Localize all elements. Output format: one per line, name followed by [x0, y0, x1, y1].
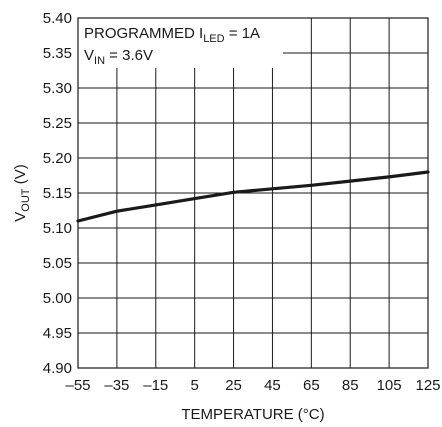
y-tick-labels: 4.90 4.95 5.00 5.05 5.10 5.15 5.20 5.25 5.30 5.35… [43, 10, 72, 377]
plot-frame [77, 17, 429, 369]
x-tick-label: 65 [303, 377, 320, 394]
y-tick-label: 4.90 [43, 360, 72, 377]
x-tick-label: 125 [415, 377, 440, 394]
grid [78, 18, 428, 368]
x-tick-label: 85 [342, 377, 359, 394]
y-tick-label: 5.20 [43, 150, 72, 167]
x-tick-label: 25 [225, 377, 242, 394]
y-tick-label: 4.95 [43, 325, 72, 342]
y-tick-label: 5.00 [43, 290, 72, 307]
y-tick-label: 5.40 [43, 10, 72, 27]
x-tick-labels: –55 –35 –15 5 25 45 65 85 105 125 [65, 377, 440, 394]
y-tick-label: 5.10 [43, 220, 72, 237]
annotation-line-1: PROGRAMMED ILED = 1A [84, 25, 260, 45]
y-tick-label: 5.35 [43, 45, 72, 62]
x-tick-label: 5 [190, 377, 198, 394]
x-tick-label: –15 [143, 377, 168, 394]
x-tick-label: 45 [264, 377, 281, 394]
y-tick-label: 5.25 [43, 115, 72, 132]
x-tick-label: –35 [104, 377, 129, 394]
x-tick-label: –55 [65, 377, 90, 394]
x-tick-label: 105 [377, 377, 402, 394]
y-tick-label: 5.05 [43, 255, 72, 272]
annotation-background [78, 14, 283, 68]
annotation-line-2: VIN = 3.6V [84, 47, 153, 67]
series-line [76, 170, 430, 223]
x-axis-label: TEMPERATURE (°C) [181, 406, 324, 423]
y-axis-label: VOUT (V) [12, 164, 32, 221]
y-tick-label: 5.15 [43, 185, 72, 202]
y-tick-label: 5.30 [43, 80, 72, 97]
